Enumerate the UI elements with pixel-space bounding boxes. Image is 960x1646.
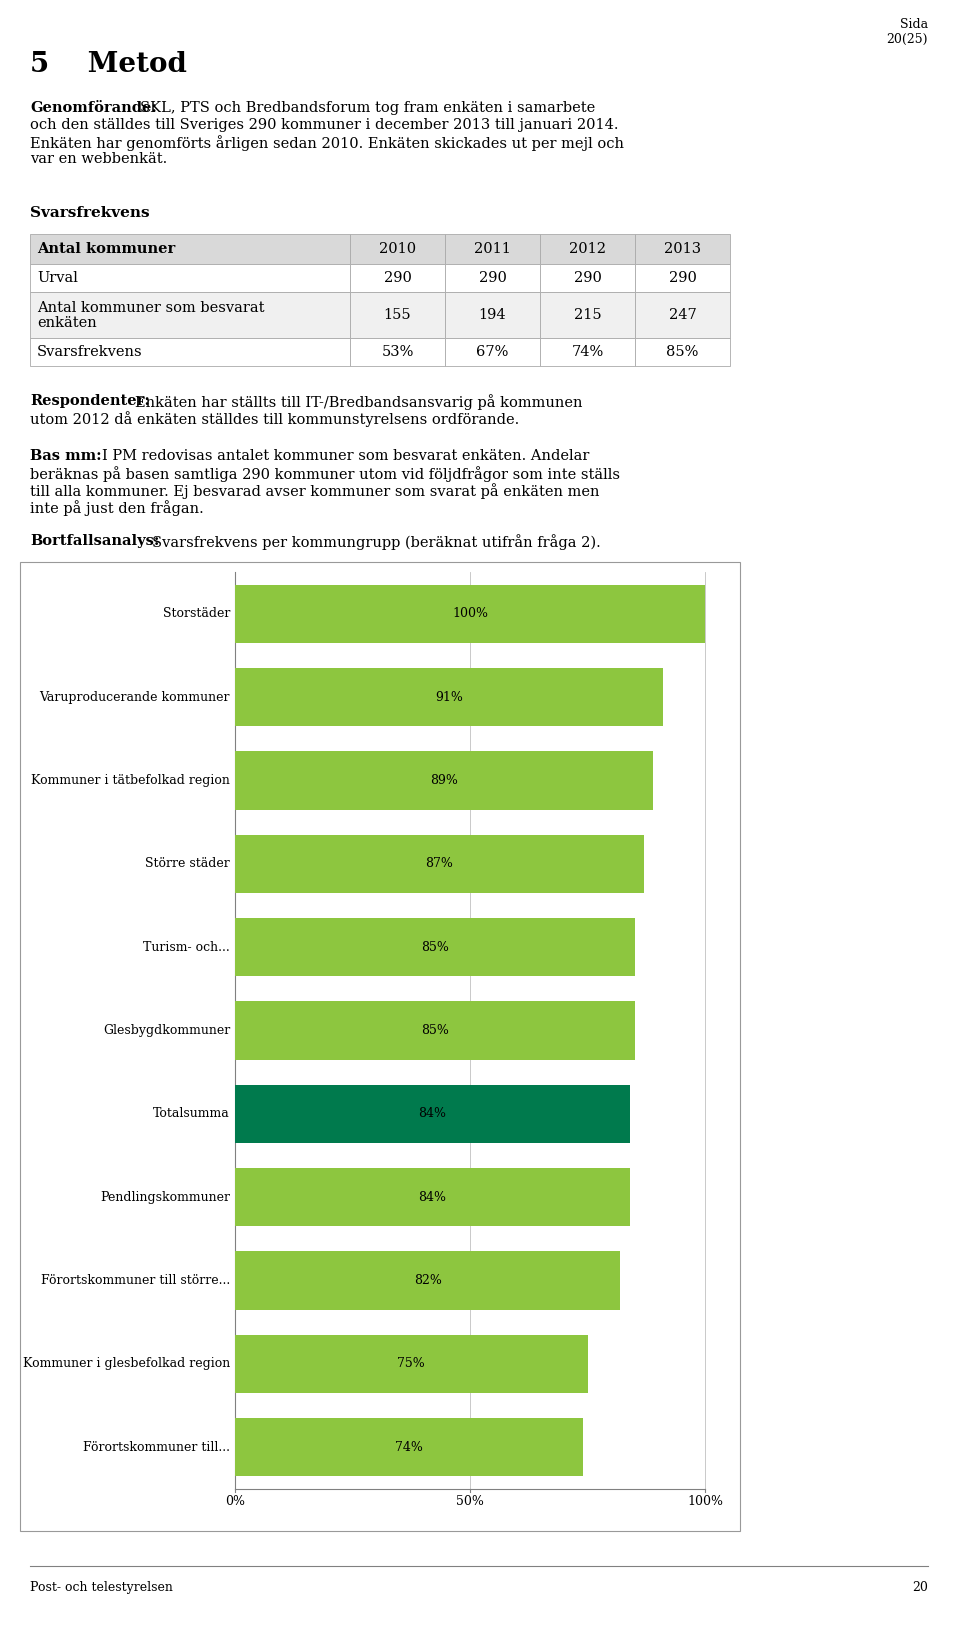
Bar — [445, 263, 540, 291]
Text: 215: 215 — [574, 308, 601, 323]
Bar — [635, 263, 730, 291]
Text: enkäten: enkäten — [37, 316, 97, 329]
Text: 82%: 82% — [414, 1274, 442, 1287]
Text: 20: 20 — [912, 1582, 928, 1593]
Text: Glesbygdkommuner: Glesbygdkommuner — [103, 1024, 230, 1037]
Text: 84%: 84% — [419, 1108, 446, 1121]
Bar — [235, 1419, 583, 1476]
Text: 247: 247 — [668, 308, 696, 323]
Text: 75%: 75% — [397, 1358, 425, 1371]
Text: Genomförande:: Genomförande: — [30, 100, 156, 115]
Text: Svarsfrekvens: Svarsfrekvens — [37, 346, 143, 359]
Text: 2011: 2011 — [474, 242, 511, 257]
Text: 74%: 74% — [395, 1440, 422, 1453]
Bar — [350, 337, 445, 365]
Text: Post- och telestyrelsen: Post- och telestyrelsen — [30, 1582, 173, 1593]
Text: 2013: 2013 — [664, 242, 701, 257]
Text: beräknas på basen samtliga 290 kommuner utom vid följdfrågor som inte ställs: beräknas på basen samtliga 290 kommuner … — [30, 466, 620, 482]
Bar — [235, 1335, 588, 1393]
Text: var en webbenkät.: var en webbenkät. — [30, 151, 167, 166]
Bar — [235, 1001, 635, 1060]
Text: 100%: 100% — [452, 607, 488, 621]
Text: Svarsfrekvens: Svarsfrekvens — [30, 206, 150, 221]
Bar — [30, 234, 350, 263]
Bar — [235, 918, 635, 976]
Text: Enkäten har genomförts årligen sedan 2010. Enkäten skickades ut per mejl och: Enkäten har genomförts årligen sedan 201… — [30, 135, 624, 151]
Text: till alla kommuner. Ej besvarad avser kommuner som svarat på enkäten men: till alla kommuner. Ej besvarad avser ko… — [30, 482, 599, 499]
Bar — [445, 337, 540, 365]
Text: Antal kommuner som besvarat: Antal kommuner som besvarat — [37, 301, 265, 314]
Bar — [540, 337, 635, 365]
Text: Förortskommuner till större...: Förortskommuner till större... — [40, 1274, 230, 1287]
Bar — [540, 234, 635, 263]
Bar — [635, 234, 730, 263]
Text: Kommuner i glesbefolkad region: Kommuner i glesbefolkad region — [23, 1358, 230, 1371]
Bar — [20, 561, 740, 1531]
Text: 85%: 85% — [420, 1024, 448, 1037]
Text: Bortfallsanalys:: Bortfallsanalys: — [30, 533, 159, 548]
Text: Svarsfrekvens per kommungrupp (beräknat utifrån fråga 2).: Svarsfrekvens per kommungrupp (beräknat … — [152, 533, 601, 550]
Text: 155: 155 — [384, 308, 411, 323]
Text: 85%: 85% — [666, 346, 699, 359]
Text: Sida
20(25): Sida 20(25) — [886, 18, 928, 46]
Text: 290: 290 — [668, 272, 696, 285]
Text: 290: 290 — [384, 272, 412, 285]
Bar — [445, 234, 540, 263]
Text: Varuproducerande kommuner: Varuproducerande kommuner — [39, 691, 230, 703]
Bar — [30, 263, 350, 291]
Text: Större städer: Större städer — [145, 858, 230, 871]
Text: 85%: 85% — [420, 940, 448, 953]
Text: Pendlingskommuner: Pendlingskommuner — [100, 1190, 230, 1203]
Bar — [540, 291, 635, 337]
Text: 2012: 2012 — [569, 242, 606, 257]
Text: utom 2012 då enkäten ställdes till kommunstyrelsens ordförande.: utom 2012 då enkäten ställdes till kommu… — [30, 412, 519, 426]
Text: 5    Metod: 5 Metod — [30, 51, 187, 77]
Text: 290: 290 — [479, 272, 507, 285]
Bar — [635, 291, 730, 337]
Text: 290: 290 — [573, 272, 601, 285]
Text: Bas mm:: Bas mm: — [30, 449, 102, 463]
Text: Storstäder: Storstäder — [162, 607, 230, 621]
Bar — [445, 291, 540, 337]
Bar — [235, 1251, 620, 1310]
Bar — [235, 1169, 630, 1226]
Bar — [350, 263, 445, 291]
Text: SKL, PTS och Bredbandsforum tog fram enkäten i samarbete: SKL, PTS och Bredbandsforum tog fram enk… — [140, 100, 595, 115]
Bar — [635, 337, 730, 365]
Text: 84%: 84% — [419, 1190, 446, 1203]
Text: och den ställdes till Sveriges 290 kommuner i december 2013 till januari 2014.: och den ställdes till Sveriges 290 kommu… — [30, 119, 618, 132]
Text: 53%: 53% — [381, 346, 414, 359]
Text: Turism- och...: Turism- och... — [143, 940, 230, 953]
Bar — [235, 1085, 630, 1142]
Bar — [235, 668, 662, 726]
Bar — [235, 835, 644, 892]
Text: 89%: 89% — [430, 774, 458, 787]
Text: 91%: 91% — [435, 691, 463, 703]
Text: 87%: 87% — [425, 858, 453, 871]
Text: Kommuner i tätbefolkad region: Kommuner i tätbefolkad region — [31, 774, 230, 787]
Bar — [235, 584, 705, 644]
Text: Förortskommuner till...: Förortskommuner till... — [83, 1440, 230, 1453]
Bar — [235, 751, 654, 810]
Text: 67%: 67% — [476, 346, 509, 359]
Text: 194: 194 — [479, 308, 506, 323]
Text: I PM redovisas antalet kommuner som besvarat enkäten. Andelar: I PM redovisas antalet kommuner som besv… — [102, 449, 589, 463]
Text: Enkäten har ställts till IT-/Bredbandsansvarig på kommunen: Enkäten har ställts till IT-/Bredbandsan… — [135, 393, 583, 410]
Bar — [30, 291, 350, 337]
Text: Respondenter:: Respondenter: — [30, 393, 150, 408]
Bar — [540, 263, 635, 291]
Bar — [350, 291, 445, 337]
Text: 74%: 74% — [571, 346, 604, 359]
Text: Antal kommuner: Antal kommuner — [37, 242, 176, 257]
Text: 100%: 100% — [687, 1495, 723, 1508]
Text: Urval: Urval — [37, 272, 78, 285]
Text: 2010: 2010 — [379, 242, 416, 257]
Bar — [350, 234, 445, 263]
Text: 50%: 50% — [456, 1495, 484, 1508]
Bar — [30, 337, 350, 365]
Text: inte på just den frågan.: inte på just den frågan. — [30, 500, 204, 515]
Text: 0%: 0% — [225, 1495, 245, 1508]
Text: Totalsumma: Totalsumma — [154, 1108, 230, 1121]
